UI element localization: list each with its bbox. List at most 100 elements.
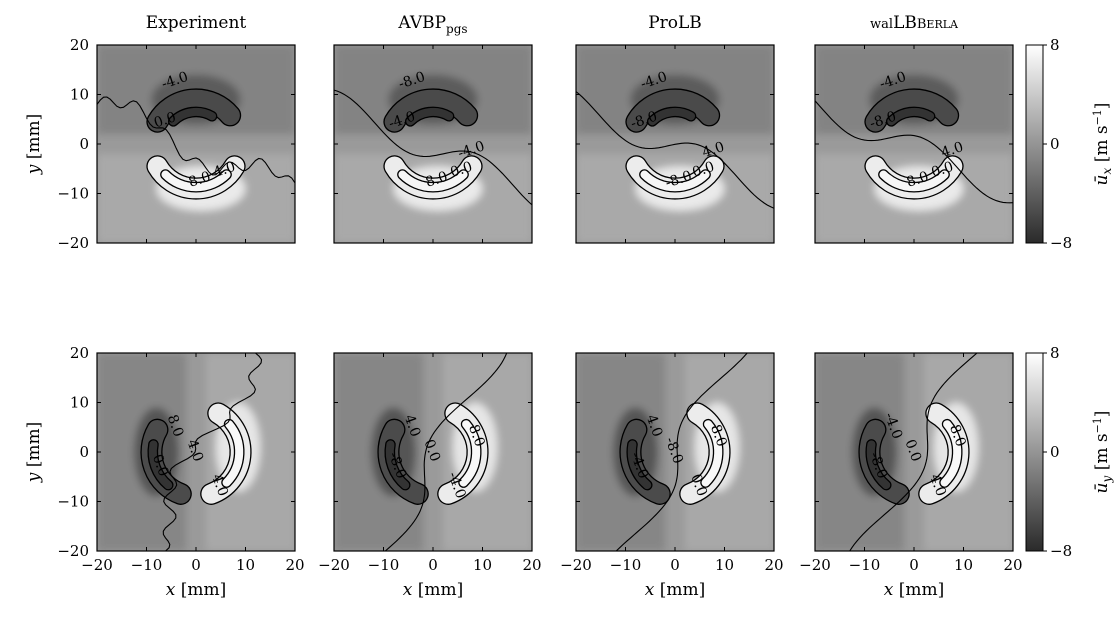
contour-label: 8.0 xyxy=(905,169,931,191)
y-axis-label: y [mm] xyxy=(24,422,44,484)
contour-zero xyxy=(384,353,508,551)
x-tick-label: 10 xyxy=(715,556,734,574)
x-tick-label: −10 xyxy=(849,556,881,574)
y-tick-label: 10 xyxy=(70,394,89,412)
contour-pos-crescent xyxy=(383,155,483,200)
x-tick-label: 10 xyxy=(473,556,492,574)
x-axis-label: x [mm] xyxy=(166,580,227,600)
contour-label: -4.0 xyxy=(160,69,191,93)
y-tick-label: 10 xyxy=(70,86,89,104)
contour-label: 0.0 xyxy=(690,159,716,181)
x-tick-label: 10 xyxy=(236,556,255,574)
contour-label: 0.0 xyxy=(901,437,924,463)
contour-label: 4.0 xyxy=(401,413,424,439)
panel-ux-1: -8.0-4.00.08.0-4.0 xyxy=(333,44,533,244)
x-tick-label: 20 xyxy=(1003,556,1022,574)
y-tick-label: −10 xyxy=(57,185,89,203)
contour-label: 8.0 xyxy=(187,169,213,191)
y-tick-label: −20 xyxy=(57,234,89,252)
x-tick-label: 0 xyxy=(670,556,680,574)
column-title-2: ProLB xyxy=(648,13,702,33)
contour-pos8 xyxy=(939,418,963,488)
contour-label: 8.0 xyxy=(424,169,450,191)
contour-neg8 xyxy=(626,439,653,491)
column-title-1: AVBPpgs xyxy=(397,13,467,36)
contour-label: -4.0 xyxy=(387,109,418,133)
text-layer: −20 −10 0 10 20 y [mm] −8 0 8 ūx [m s−1] −20 −10 0 10… xyxy=(24,13,1114,600)
x-axis-label: x [mm] xyxy=(403,580,464,600)
contour-label: 0.0 xyxy=(448,159,474,181)
x-tick-label: 0 xyxy=(909,556,919,574)
contour-label: 4.0 xyxy=(183,437,206,463)
contour-pos8 xyxy=(160,169,232,193)
contour-neg8 xyxy=(168,106,218,127)
contour-label: -8.0 xyxy=(629,109,660,133)
x-tick-label: 0 xyxy=(428,556,438,574)
y-tick-label: 20 xyxy=(70,344,89,362)
panel-field: -4.0 -8.00.04.0 8.0 xyxy=(576,353,774,551)
colorbar-label: ūx [m s−1] xyxy=(1091,103,1114,186)
contour-neg8 xyxy=(147,439,174,491)
colorbar-tick-label: −8 xyxy=(1050,234,1072,252)
contour-label: 0.0 xyxy=(420,437,443,463)
contour-label: 4.0 xyxy=(926,472,949,498)
panels-layer: -4.00.04.08.0-8.0-4.00.08.0-4.0-4.0-8.00… xyxy=(96,44,1047,552)
colorbar-ux xyxy=(1025,44,1047,244)
contour-zero xyxy=(97,96,295,184)
contour-label: -8.0 xyxy=(397,69,428,93)
column-title-3: walLBBERLA xyxy=(870,13,959,33)
x-tick-label: −20 xyxy=(799,556,831,574)
colorbar-label: ūy [m s−1] xyxy=(1091,411,1114,494)
contour-pos-crescent xyxy=(625,155,725,200)
panel-field: -8.0 0.04.0-4.0 8.0 xyxy=(815,353,1013,551)
contour-zero xyxy=(334,89,532,206)
contour-pos8 xyxy=(878,169,950,193)
y-tick-label: −20 xyxy=(57,542,89,560)
x-axis-label: x [mm] xyxy=(645,580,706,600)
contour-label: 0.0 xyxy=(152,109,178,131)
x-tick-label: 0 xyxy=(191,556,201,574)
contour-label: -4.0 xyxy=(878,69,909,93)
y-tick-label: −10 xyxy=(57,493,89,511)
column-title-0: Experiment xyxy=(146,13,247,33)
contour-label: 0.0 xyxy=(149,452,172,478)
contour-label: -8.0 xyxy=(868,109,899,133)
colorbar-tick-label: 0 xyxy=(1050,135,1060,153)
contour-label: -4.0 xyxy=(639,69,670,93)
contour-pos8 xyxy=(700,418,724,488)
contour-label: 0.0 xyxy=(687,472,710,498)
colorbar-tick-label: 0 xyxy=(1050,443,1060,461)
panel-field: -4.0 0.0 4.08.0 xyxy=(97,45,295,243)
contour-label: 4.0 xyxy=(643,413,666,439)
contour-pos8 xyxy=(397,169,469,193)
x-tick-label: −20 xyxy=(81,556,113,574)
colorbar-tick-label: −8 xyxy=(1050,542,1072,560)
contour-label: 8.0 xyxy=(465,423,488,449)
x-tick-label: 10 xyxy=(954,556,973,574)
panel-field: -8.0 0.0-4.04.0 8.0 xyxy=(334,353,532,551)
colorbar-bar xyxy=(1025,44,1044,244)
contour-pos8 xyxy=(639,169,711,193)
x-tick-label: 20 xyxy=(764,556,783,574)
panel-ux-0: -4.0 0.0 4.08.0 xyxy=(96,44,296,244)
contour-label: 4.0 xyxy=(208,472,231,498)
panel-uy-3: -8.0 0.04.0-4.0 8.0 xyxy=(814,352,1014,552)
x-tick-label: −10 xyxy=(610,556,642,574)
y-axis-label: y [mm] xyxy=(24,114,44,176)
panel-ux-3: -4.0 -8.0 0.08.0 4.0 xyxy=(814,44,1014,244)
panel-uy-1: -8.0 0.0-4.04.0 8.0 xyxy=(333,352,533,552)
contour-neg8 xyxy=(865,439,892,491)
contour-neg8 xyxy=(405,106,455,127)
contour-pos-crescent xyxy=(146,155,246,200)
panel-uy-2: -4.0 -8.00.04.0 8.0 xyxy=(575,352,775,552)
panel-uy-0: 0.04.04.08.0 xyxy=(96,352,296,552)
panel-field: 0.04.04.08.0 xyxy=(97,353,295,551)
contour-zero xyxy=(576,91,774,209)
x-tick-label: −10 xyxy=(368,556,400,574)
x-tick-label: 20 xyxy=(522,556,541,574)
colorbar-bar xyxy=(1025,352,1044,552)
contour-pos8 xyxy=(221,418,245,488)
y-tick-label: 20 xyxy=(70,36,89,54)
contour-label: 8.0 xyxy=(707,423,730,449)
contour-zero xyxy=(615,353,748,551)
